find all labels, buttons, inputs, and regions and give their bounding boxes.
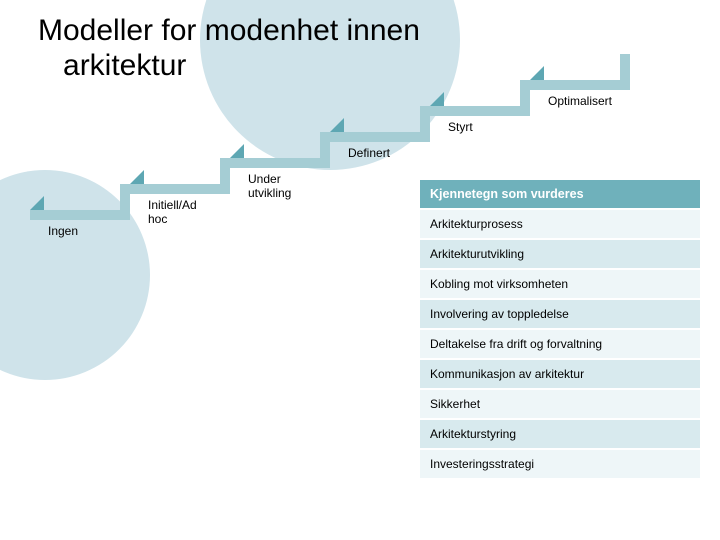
step-triangle-icon (430, 92, 444, 106)
step-hbar (430, 106, 530, 116)
criteria-row: Arkitekturprosess (420, 208, 700, 238)
step-triangle-icon (330, 118, 344, 132)
criteria-row: Kommunikasjon av arkitektur (420, 358, 700, 388)
criteria-row: Arkitekturutvikling (420, 238, 700, 268)
page-title: Modeller for modenhet innen arkitektur (38, 14, 420, 83)
step-triangle-icon (130, 170, 144, 184)
criteria-table-body: ArkitekturprosessArkitekturutviklingKobl… (420, 208, 700, 478)
step-hbar (530, 80, 630, 90)
step-vbar (320, 132, 330, 168)
step-triangle-icon (230, 144, 244, 158)
maturity-step-0: Ingen (30, 210, 130, 246)
criteria-table-header: Kjennetegn som vurderes (420, 180, 700, 208)
step-triangle-icon (30, 196, 44, 210)
step-hbar (230, 158, 330, 168)
maturity-step-4: Styrt (430, 106, 530, 142)
step-label: Underutvikling (248, 172, 318, 201)
maturity-step-2: Underutvikling (230, 158, 330, 194)
criteria-row: Deltakelse fra drift og forvaltning (420, 328, 700, 358)
step-hbar (330, 132, 430, 142)
maturity-step-1: Initiell/Adhoc (130, 184, 230, 220)
step-vbar (520, 80, 530, 116)
step-vbar (120, 184, 130, 220)
step-hbar (30, 210, 130, 220)
step-triangle-icon (530, 66, 544, 80)
maturity-step-5: Optimalisert (530, 80, 630, 116)
criteria-row: Investeringsstrategi (420, 448, 700, 478)
step-label: Styrt (448, 120, 518, 134)
step-vbar (420, 106, 430, 142)
criteria-table: Kjennetegn som vurderes Arkitekturproses… (420, 180, 700, 478)
step-label: Definert (348, 146, 418, 160)
criteria-row: Kobling mot virksomheten (420, 268, 700, 298)
step-label: Optimalisert (548, 94, 618, 108)
maturity-step-3: Definert (330, 132, 430, 168)
criteria-row: Sikkerhet (420, 388, 700, 418)
criteria-row: Involvering av toppledelse (420, 298, 700, 328)
step-label: Initiell/Adhoc (148, 198, 218, 227)
step-vbar (620, 54, 630, 90)
criteria-row: Arkitekturstyring (420, 418, 700, 448)
step-hbar (130, 184, 230, 194)
step-vbar (220, 158, 230, 194)
step-label: Ingen (48, 224, 118, 238)
